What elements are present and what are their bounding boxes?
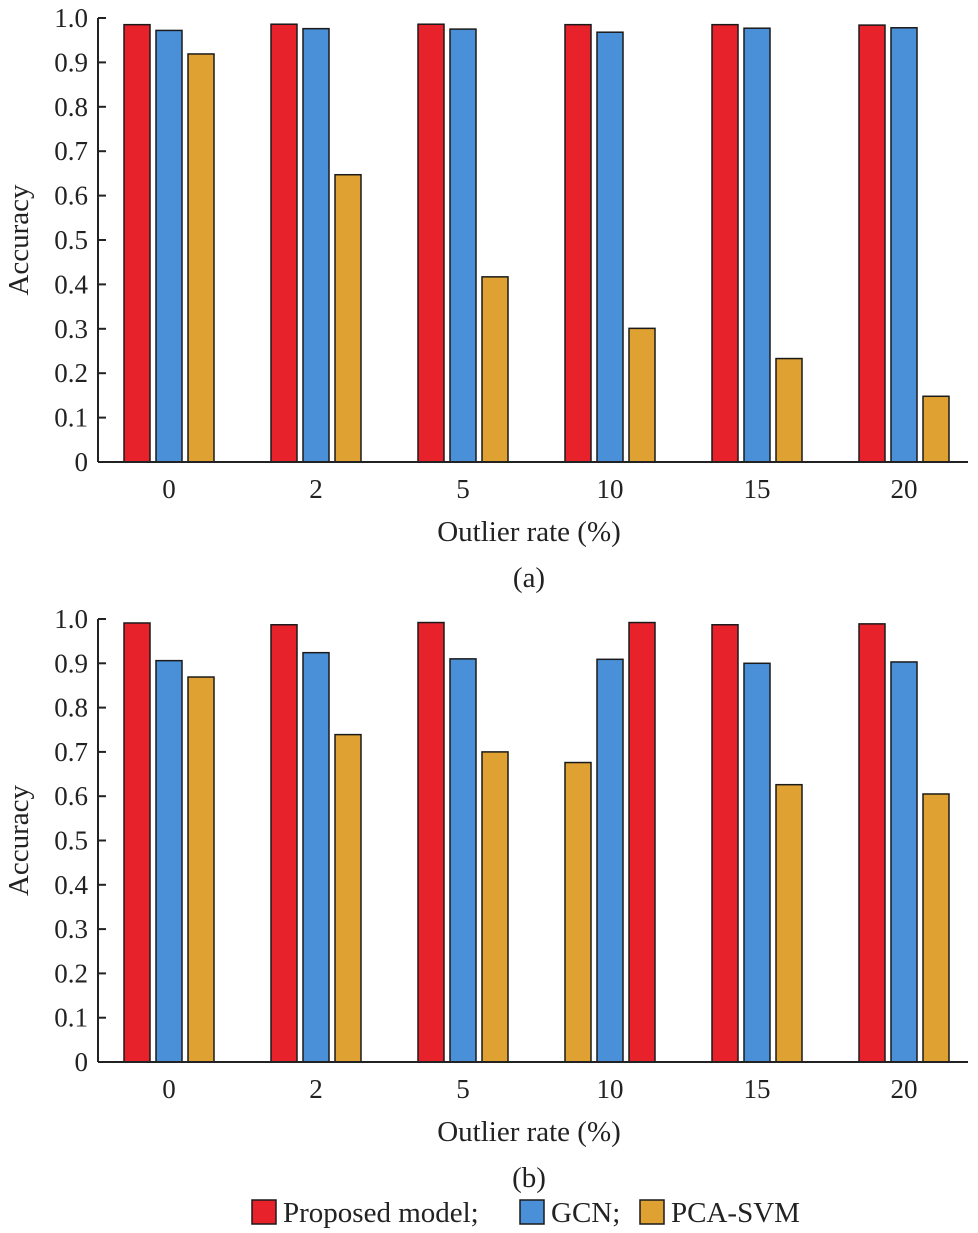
y-tick-label: 0.3 bbox=[54, 314, 88, 344]
y-tick-label: 0.9 bbox=[54, 648, 88, 678]
x-tick-label: 2 bbox=[309, 474, 323, 504]
bar-gcn-5 bbox=[449, 28, 477, 463]
panel-label: (b) bbox=[512, 1162, 546, 1194]
y-tick-label: 0 bbox=[75, 447, 89, 477]
y-tick-label: 0.6 bbox=[54, 181, 88, 211]
x-tick-label: 15 bbox=[744, 1074, 771, 1104]
bar-pca-svm-0 bbox=[187, 53, 215, 463]
y-tick-label: 0.8 bbox=[54, 693, 88, 723]
legend-swatch bbox=[251, 1199, 277, 1225]
bar-proposed-model-5 bbox=[417, 621, 445, 1063]
bar-proposed-model-5 bbox=[417, 23, 445, 463]
y-axis-ticks: 0 0.1 0.2 0.3 0.4 0.5 0.6 0.7 0.8 0.9 1.0 bbox=[54, 3, 106, 477]
x-axis-ticks: 0 2 5 10 15 20 bbox=[162, 474, 917, 504]
bar-proposed-model-10 bbox=[628, 621, 656, 1063]
x-tick-label: 15 bbox=[744, 474, 771, 504]
y-tick-label: 0 bbox=[75, 1047, 89, 1077]
bar-proposed-model-2 bbox=[270, 23, 298, 463]
y-tick-label: 0.7 bbox=[54, 136, 88, 166]
bar-proposed-model-2 bbox=[270, 624, 298, 1063]
y-tick-label: 1.0 bbox=[54, 3, 88, 33]
x-tick-label: 0 bbox=[162, 1074, 176, 1104]
bar-pca-svm-15 bbox=[775, 357, 803, 463]
x-axis-ticks: 0 2 5 10 15 20 bbox=[162, 1074, 917, 1104]
bar-gcn-0 bbox=[155, 29, 183, 463]
y-axis-ticks: 0 0.1 0.2 0.3 0.4 0.5 0.6 0.7 0.8 0.9 1.0 bbox=[54, 604, 106, 1077]
bar-pca-svm-0 bbox=[187, 676, 215, 1063]
bar-pca-svm-5 bbox=[481, 276, 509, 463]
y-tick-label: 0.2 bbox=[54, 358, 88, 388]
panel-label: (a) bbox=[513, 562, 545, 594]
bar-proposed-model-20 bbox=[858, 24, 886, 463]
bar-gcn-10 bbox=[596, 31, 624, 463]
y-tick-label: 0.6 bbox=[54, 781, 88, 811]
chart-panel-b: 0 0.1 0.2 0.3 0.4 0.5 0.6 0.7 0.8 0.9 1.0 0 2 5 10 15 2… bbox=[3, 604, 968, 1194]
bar-proposed-model-20 bbox=[858, 623, 886, 1063]
x-tick-label: 10 bbox=[597, 1074, 624, 1104]
y-tick-label: 0.1 bbox=[54, 1003, 88, 1033]
x-tick-label: 5 bbox=[456, 1074, 470, 1104]
bar-gcn-2 bbox=[302, 651, 330, 1063]
y-tick-label: 0.4 bbox=[54, 269, 88, 299]
bar-gcn-10 bbox=[596, 658, 624, 1063]
bar-pca-svm-10 bbox=[564, 761, 592, 1063]
y-tick-label: 0.4 bbox=[54, 870, 88, 900]
x-tick-label: 5 bbox=[456, 474, 470, 504]
legend-swatch bbox=[519, 1199, 545, 1225]
legend-label: GCN; bbox=[551, 1197, 620, 1229]
legend-label: Proposed model; bbox=[283, 1197, 479, 1229]
bar-pca-svm-20 bbox=[922, 395, 950, 463]
legend-item-proposed-model: Proposed model; bbox=[251, 1197, 479, 1229]
bar-pca-svm-15 bbox=[775, 783, 803, 1063]
x-axis-title: Outlier rate (%) bbox=[437, 516, 621, 548]
chart-panel-a: 0 0.1 0.2 0.3 0.4 0.5 0.6 0.7 0.8 0.9 1.0 0 2 5 10 15 2… bbox=[3, 3, 968, 594]
bar-pca-svm-5 bbox=[481, 751, 509, 1063]
bar-gcn-20 bbox=[890, 661, 918, 1063]
x-tick-label: 2 bbox=[309, 1074, 323, 1104]
bar-gcn-15 bbox=[743, 662, 771, 1063]
bar-gcn-15 bbox=[743, 27, 771, 463]
bar-proposed-model-15 bbox=[711, 23, 739, 463]
x-tick-label: 20 bbox=[891, 1074, 918, 1104]
x-tick-label: 0 bbox=[162, 474, 176, 504]
y-tick-label: 0.7 bbox=[54, 737, 88, 767]
bar-gcn-2 bbox=[302, 27, 330, 463]
bar-pca-svm-2 bbox=[334, 173, 362, 463]
x-tick-label: 10 bbox=[597, 474, 624, 504]
y-tick-label: 1.0 bbox=[54, 604, 88, 634]
bars-group bbox=[123, 621, 950, 1063]
y-axis-title: Accuracy bbox=[3, 184, 35, 296]
bars-group bbox=[123, 23, 950, 463]
x-tick-label: 20 bbox=[891, 474, 918, 504]
bar-pca-svm-10 bbox=[628, 327, 656, 463]
bar-gcn-5 bbox=[449, 658, 477, 1063]
bar-proposed-model-0 bbox=[123, 23, 151, 463]
x-axis-title: Outlier rate (%) bbox=[437, 1116, 621, 1148]
bar-pca-svm-20 bbox=[922, 793, 950, 1063]
y-tick-label: 0.5 bbox=[54, 225, 88, 255]
y-tick-label: 0.1 bbox=[54, 403, 88, 433]
bar-gcn-20 bbox=[890, 27, 918, 463]
legend-item-gcn: GCN; bbox=[519, 1197, 620, 1229]
bar-pca-svm-2 bbox=[334, 733, 362, 1063]
legend-label: PCA-SVM bbox=[671, 1197, 800, 1229]
y-tick-label: 0.3 bbox=[54, 914, 88, 944]
legend: Proposed model; GCN; PCA-SVM bbox=[251, 1197, 800, 1229]
y-tick-label: 0.9 bbox=[54, 47, 88, 77]
bar-gcn-0 bbox=[155, 659, 183, 1063]
y-tick-label: 0.8 bbox=[54, 92, 88, 122]
y-tick-label: 0.5 bbox=[54, 826, 88, 856]
bar-proposed-model-10 bbox=[564, 23, 592, 463]
legend-swatch bbox=[639, 1199, 665, 1225]
y-axis-title: Accuracy bbox=[3, 784, 35, 896]
y-tick-label: 0.2 bbox=[54, 958, 88, 988]
bar-proposed-model-0 bbox=[123, 622, 151, 1063]
legend-item-pca-svm: PCA-SVM bbox=[639, 1197, 800, 1229]
bar-proposed-model-15 bbox=[711, 624, 739, 1063]
